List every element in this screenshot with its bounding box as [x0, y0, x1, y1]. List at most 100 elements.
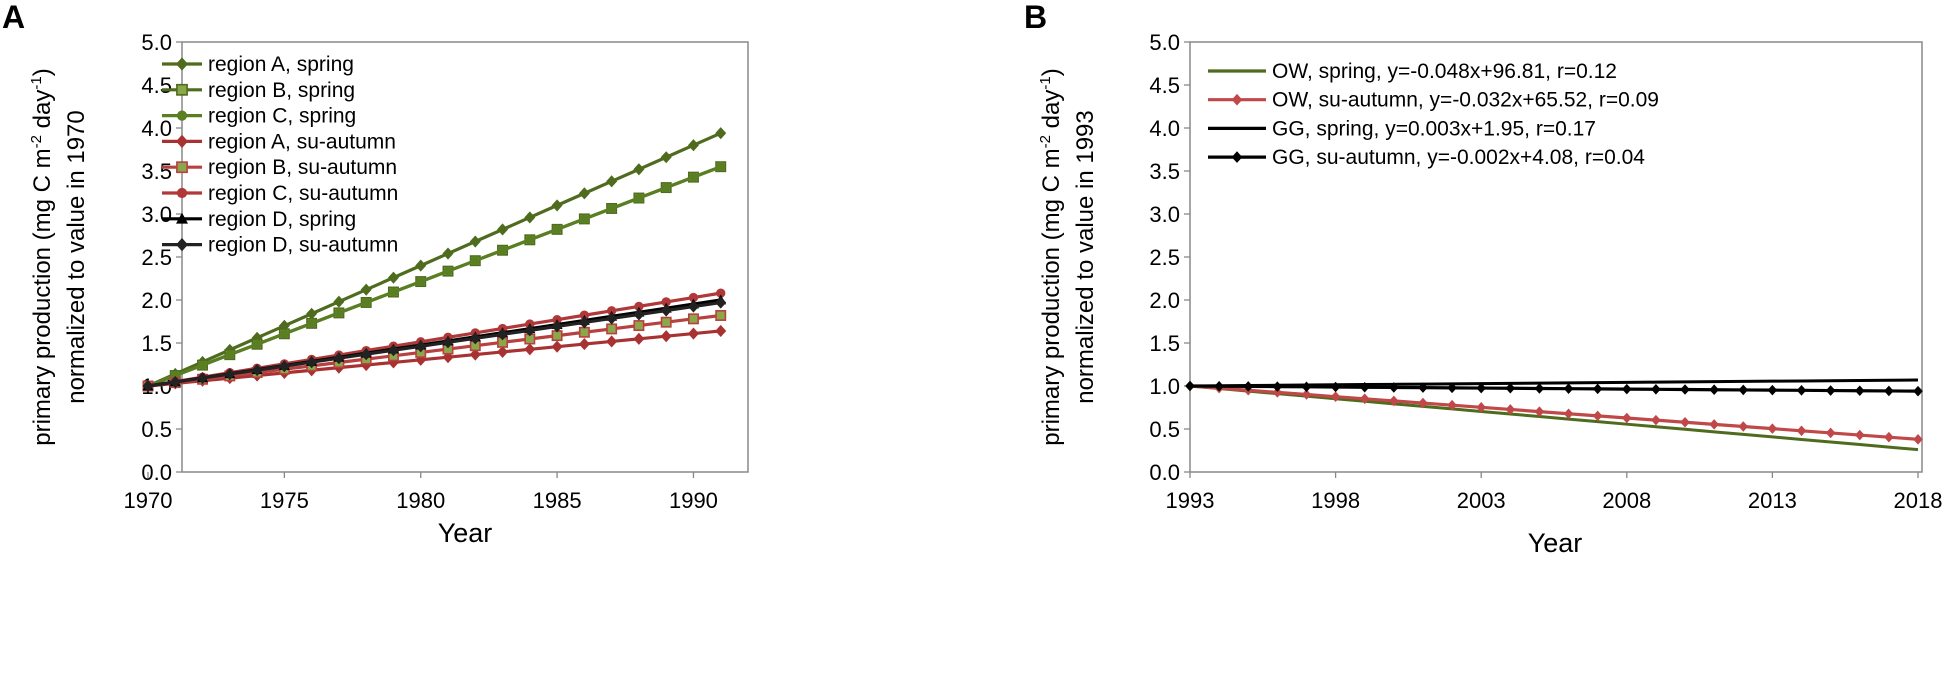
- panel-a-y-tick-label: 2.0: [141, 288, 172, 313]
- panel-a-y-axis-title: primary production (mg C m-2 day-1) norm…: [28, 68, 90, 445]
- panel-a-data-point: [634, 193, 644, 203]
- panel-a-data-point: [551, 340, 563, 353]
- panel-a-data-point: [469, 348, 481, 361]
- panel-b-series-3: [1189, 378, 1919, 388]
- panel-b-data-point: [1680, 384, 1690, 395]
- panel-b-data-point: [1476, 402, 1486, 413]
- panel-b-data-point: [1505, 404, 1516, 415]
- panel-a-legend: region A, spring region B, spring region C…: [162, 53, 398, 257]
- panel-a-y-tick-label: 3.5: [141, 159, 172, 184]
- panel-a-data-point: [442, 247, 454, 260]
- panel-b-data-point: [1272, 381, 1283, 392]
- panel-a-data-point: [197, 372, 209, 385]
- panel-a-data-point: [578, 326, 590, 338]
- panel-a-data-point: [606, 312, 618, 325]
- panel-a-data-point: [524, 324, 536, 337]
- panel-a-data-point: [443, 266, 453, 276]
- panel-a-y-tick-label: 4.0: [141, 116, 172, 141]
- panel-b-legend-entry: OW, su-autumn, y=-0.032x+65.52, r=0.09: [1208, 89, 1659, 112]
- panel-b-data-point: [1389, 382, 1399, 393]
- panel-a-data-point: [715, 127, 727, 140]
- panel-b-data-point: [1418, 397, 1428, 409]
- panel-a-y-tick-label: 5.0: [141, 30, 172, 55]
- panel-b-legend-label: GG, spring, y=0.003x+1.95, r=0.17: [1272, 117, 1596, 140]
- panel-a-series-line: [147, 313, 721, 388]
- panel-a-y-tick-label: 0.5: [141, 417, 172, 442]
- panel-a-data-point: [497, 245, 508, 255]
- panel-b-data-point: [1767, 423, 1778, 434]
- panel-b-legend-label: OW, spring, y=-0.048x+96.81, r=0.12: [1272, 60, 1617, 83]
- panel-a-data-point: [225, 349, 235, 360]
- panel-b-data-point: [1272, 387, 1283, 398]
- panel-a-data-point: [687, 313, 699, 325]
- panel-a-data-point: [551, 320, 563, 333]
- panel-a-legend-label: region C, su-autumn: [208, 182, 398, 205]
- panel-a-data-point: [469, 332, 481, 345]
- panel-a-legend-marker: [176, 134, 188, 148]
- panel-b-data-point: [1534, 383, 1545, 394]
- panel-b-legend: OW, spring, y=-0.048x+96.81, r=0.12 OW, s…: [1208, 60, 1659, 169]
- panel-b-data-point: [1622, 412, 1632, 424]
- panel-b-data-point: [1825, 385, 1836, 396]
- panel-b-data-point: [1447, 382, 1457, 394]
- panel-a-legend-label: region D, spring: [208, 208, 356, 231]
- panel-a-data-point: [361, 297, 371, 308]
- panel-a-data-point: [578, 316, 590, 329]
- panel-a-data-point: [688, 172, 699, 182]
- panel-b-data-point: [1738, 384, 1749, 396]
- panel-a-data-point: [252, 339, 262, 349]
- panel-a-data-point: [606, 323, 618, 335]
- panel-a-data-point: [387, 356, 399, 369]
- panel-b-data-point: [1651, 384, 1661, 395]
- panel-a: A 0.00.51.01.52.02.53.03.54.04.55.0 1970…: [2, 0, 749, 548]
- panel-a-data-point: [606, 203, 617, 214]
- panel-a-data-point: [633, 332, 645, 345]
- panel-b-y-tick-label: 2.0: [1149, 288, 1180, 313]
- panel-a-data-point: [387, 344, 399, 357]
- panel-a-data-point: [633, 308, 645, 321]
- panel-b-x-tick-label: 1993: [1166, 488, 1215, 513]
- panel-b-data-point: [1913, 385, 1923, 397]
- panel-a-data-point: [333, 352, 345, 365]
- panel-a-data-point: [579, 214, 590, 224]
- panel-a-data-point: [661, 297, 671, 307]
- panel-b-ylabel-line2: normalized to value in 1993: [1072, 110, 1099, 404]
- panel-b-x-tick-label: 2013: [1748, 488, 1797, 513]
- panel-a-legend-entry: region D, su-autumn: [162, 234, 398, 257]
- panel-a-data-point: [524, 211, 536, 224]
- panel-a-data-point: [660, 330, 672, 343]
- panel-b-legend-marker: [1231, 151, 1243, 163]
- panel-b-data-point: [1301, 381, 1312, 393]
- panel-a-y-tick-label: 1.5: [141, 331, 172, 356]
- panel-b-legend-entry: GG, su-autumn, y=-0.002x+4.08, r=0.04: [1208, 146, 1645, 169]
- panel-b-x-tick-label: 2018: [1894, 488, 1943, 513]
- panel-a-legend-marker: [176, 238, 188, 252]
- panel-a-series-line: [147, 131, 722, 388]
- panel-a-data-point: [660, 316, 672, 328]
- panel-b-x-axis-title: Year: [1528, 528, 1583, 558]
- panel-a-data-point: [497, 328, 509, 341]
- panel-b-ylabel-line1: primary production (mg C m-2 day-1): [1037, 68, 1065, 445]
- panel-a-data-point: [634, 301, 644, 312]
- panel-a-data-point: [633, 320, 645, 332]
- panel-a-ylabel-line2: normalized to value in 1970: [63, 110, 90, 404]
- panel-a-legend-label: region B, spring: [208, 79, 355, 102]
- panel-b-data-point: [1476, 382, 1486, 394]
- panel-b-data-point: [1796, 425, 1807, 437]
- panel-a-data-point: [687, 139, 699, 152]
- panel-b-legend-label: OW, su-autumn, y=-0.032x+65.52, r=0.09: [1272, 89, 1659, 112]
- panel-a-data-point: [606, 175, 618, 188]
- panel-a-legend-entry: region A, su-autumn: [162, 130, 396, 153]
- panel-b-series-line: [1189, 384, 1919, 393]
- panel-b-y-axis-title: primary production (mg C m-2 day-1) norm…: [1037, 68, 1099, 445]
- panel-b-data-point: [1243, 381, 1254, 392]
- panel-a-y-tick-label: 3.0: [141, 202, 172, 227]
- panel-a-data-point: [688, 292, 699, 303]
- panel-a-data-point: [387, 271, 399, 284]
- panel-b-series-line: [1189, 384, 1919, 441]
- panel-a-data-point: [661, 182, 671, 193]
- panel-a-data-point: [606, 306, 617, 316]
- panel-a-data-point: [169, 375, 181, 389]
- panel-b-data-point: [1709, 419, 1719, 430]
- panel-b-y-tick-label: 3.5: [1149, 159, 1180, 184]
